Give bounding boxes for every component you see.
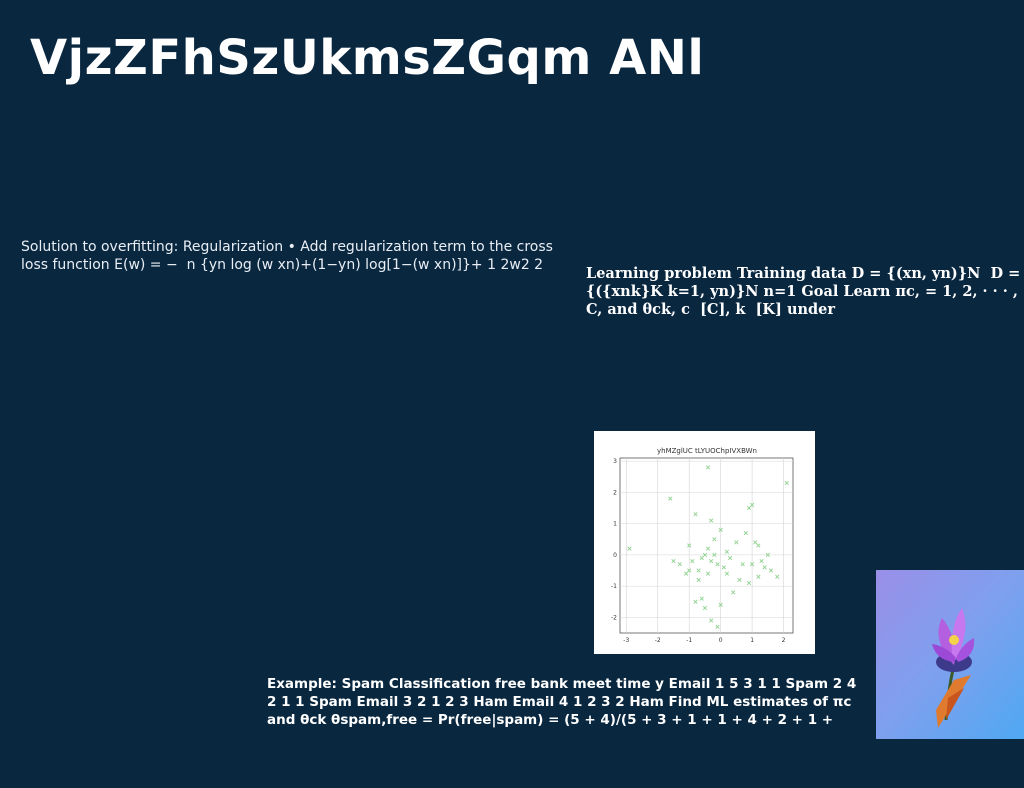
scatter-point <box>677 562 682 567</box>
x-tick-label: 2 <box>782 637 786 644</box>
scatter-chart: yhMZglUC tLYUOChpIVXBWn -3 -2 -1 0 1 2 -2 -1 0 1 2… <box>594 431 815 654</box>
y-tick-label: 0 <box>613 552 617 559</box>
scatter-point <box>627 546 632 551</box>
chart-title: yhMZglUC tLYUOChpIVXBWn <box>657 447 757 455</box>
scatter-point <box>712 552 717 557</box>
scatter-point <box>724 549 730 554</box>
scatter-point <box>734 540 739 545</box>
scatter-point <box>756 574 761 579</box>
spam-example-text: Example: Spam Classification free bank m… <box>267 676 857 728</box>
scatter-point <box>699 555 704 561</box>
scatter-point <box>727 555 733 561</box>
flower-photo <box>876 570 1024 739</box>
scatter-point <box>765 552 770 557</box>
scatter-point <box>668 496 673 501</box>
scatter-point <box>705 571 711 576</box>
scatter-point <box>746 505 752 511</box>
x-tick-label: 1 <box>750 637 754 644</box>
scatter-point <box>721 565 726 570</box>
scatter-point <box>775 574 780 579</box>
scatter-point <box>690 559 695 564</box>
scatter-chart-svg: yhMZglUC tLYUOChpIVXBWn -3 -2 -1 0 1 2 -2 -1 0 1 2… <box>611 447 794 644</box>
scatter-point <box>749 562 755 567</box>
scatter-point <box>718 527 723 532</box>
scatter-point <box>740 562 745 567</box>
scatter-point <box>705 465 711 470</box>
scatter-point <box>762 565 767 570</box>
y-tick-label: 3 <box>613 458 617 465</box>
scatter-point <box>702 605 708 611</box>
slide-title: VjzZFhSzUkmsZGqm ANl <box>30 30 705 86</box>
scatter-point <box>702 552 708 557</box>
x-tick-label: -2 <box>655 637 661 644</box>
scatter-point <box>715 624 720 629</box>
scatter-point <box>756 543 761 548</box>
scatter-point <box>715 562 720 567</box>
scatter-point <box>709 618 714 623</box>
scatter-point <box>718 602 723 607</box>
scatter-point <box>699 596 704 601</box>
y-tick-label: 1 <box>613 521 617 528</box>
scatter-point <box>759 559 764 564</box>
scatter-point <box>753 540 758 545</box>
scatter-point <box>687 568 692 573</box>
scatter-point <box>724 571 730 576</box>
scatter-point <box>731 590 736 595</box>
x-tick-label: -1 <box>686 637 692 644</box>
scatter-point <box>696 568 701 573</box>
scatter-point <box>784 480 789 486</box>
scatter-point <box>709 518 714 523</box>
y-tick-label: -2 <box>611 614 617 621</box>
scatter-point <box>687 543 692 548</box>
scatter-point <box>737 577 742 582</box>
scatter-point <box>705 546 711 551</box>
x-tick-label: 0 <box>719 637 723 644</box>
scatter-point <box>693 512 698 517</box>
scatter-point <box>712 537 717 542</box>
scatter-point <box>749 502 755 507</box>
scatter-point <box>671 559 676 564</box>
learning-problem-text: Learning problem Training data D = {(xn,… <box>586 265 1021 318</box>
scatter-point <box>693 599 698 604</box>
x-tick-label: -3 <box>623 637 629 644</box>
scatter-point <box>709 559 714 564</box>
plot-frame <box>619 457 794 634</box>
scatter-point <box>683 571 689 576</box>
scatter-point <box>768 568 774 573</box>
scatter-point <box>696 577 701 582</box>
y-tick-label: 2 <box>613 489 617 496</box>
flower-illustration <box>876 570 1024 739</box>
scatter-point <box>743 530 748 536</box>
regularization-text: Solution to overfitting: Regularization … <box>21 239 553 273</box>
scatter-point <box>746 580 752 586</box>
y-tick-label: -1 <box>611 583 617 590</box>
